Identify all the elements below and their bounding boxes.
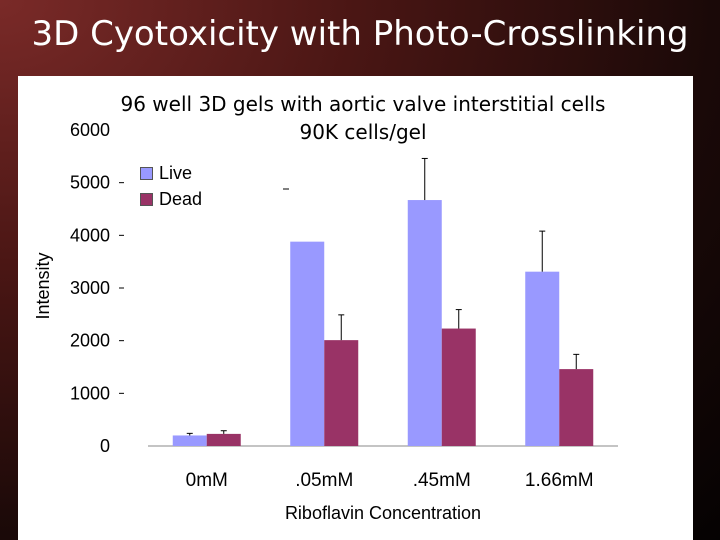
bar-dead-2 (441, 328, 476, 446)
y-tick-label: 5000 (70, 173, 110, 193)
bar-dead-1 (324, 340, 359, 446)
legend-swatch-dead (140, 192, 153, 206)
bar-dead-3 (559, 369, 594, 446)
x-axis-label: Riboflavin Concentration (285, 503, 481, 523)
legend-label-dead: Dead (159, 188, 203, 209)
x-tick-label: .05mM (295, 470, 353, 491)
y-tick-label: 4000 (70, 225, 110, 245)
y-tick-label: 2000 (70, 331, 110, 351)
y-tick-label: 1000 (70, 383, 110, 403)
bar-live-2 (407, 200, 442, 446)
legend-label-live: Live (159, 162, 193, 183)
chart-title: 96 well 3D gels with aortic valve inters… (18, 90, 708, 146)
bar-live-3 (525, 271, 560, 446)
chart-title-line-2: 90K cells/gel (299, 120, 427, 144)
y-tick-label: 0 (100, 436, 110, 456)
bar-chart: 0 1000 2000 3000 4000 5000 6000 0mM .05mM .45mM 1.… (33, 120, 618, 523)
chart-legend: Live Dead (140, 160, 202, 212)
x-tick-label: .45mM (413, 470, 471, 491)
bar-live-0 (172, 435, 207, 446)
bar-live-1 (290, 241, 325, 446)
x-tick-label: 0mM (186, 470, 228, 491)
legend-item-live: Live (140, 160, 202, 186)
legend-swatch-live (140, 166, 153, 180)
chart-title-line-1: 96 well 3D gels with aortic valve inters… (120, 92, 606, 116)
y-axis-label: Intensity (33, 252, 53, 319)
legend-item-dead: Dead (140, 186, 202, 212)
slide-title: 3D Cyotoxicity with Photo-Crosslinking (31, 14, 689, 54)
x-tick-label: 1.66mM (525, 470, 594, 491)
bar-dead-0 (206, 433, 241, 446)
chart-panel: 0 1000 2000 3000 4000 5000 6000 0mM .05mM .45mM 1.… (18, 76, 693, 540)
y-tick-label: 6000 (70, 120, 110, 140)
y-tick-label: 3000 (70, 278, 110, 298)
